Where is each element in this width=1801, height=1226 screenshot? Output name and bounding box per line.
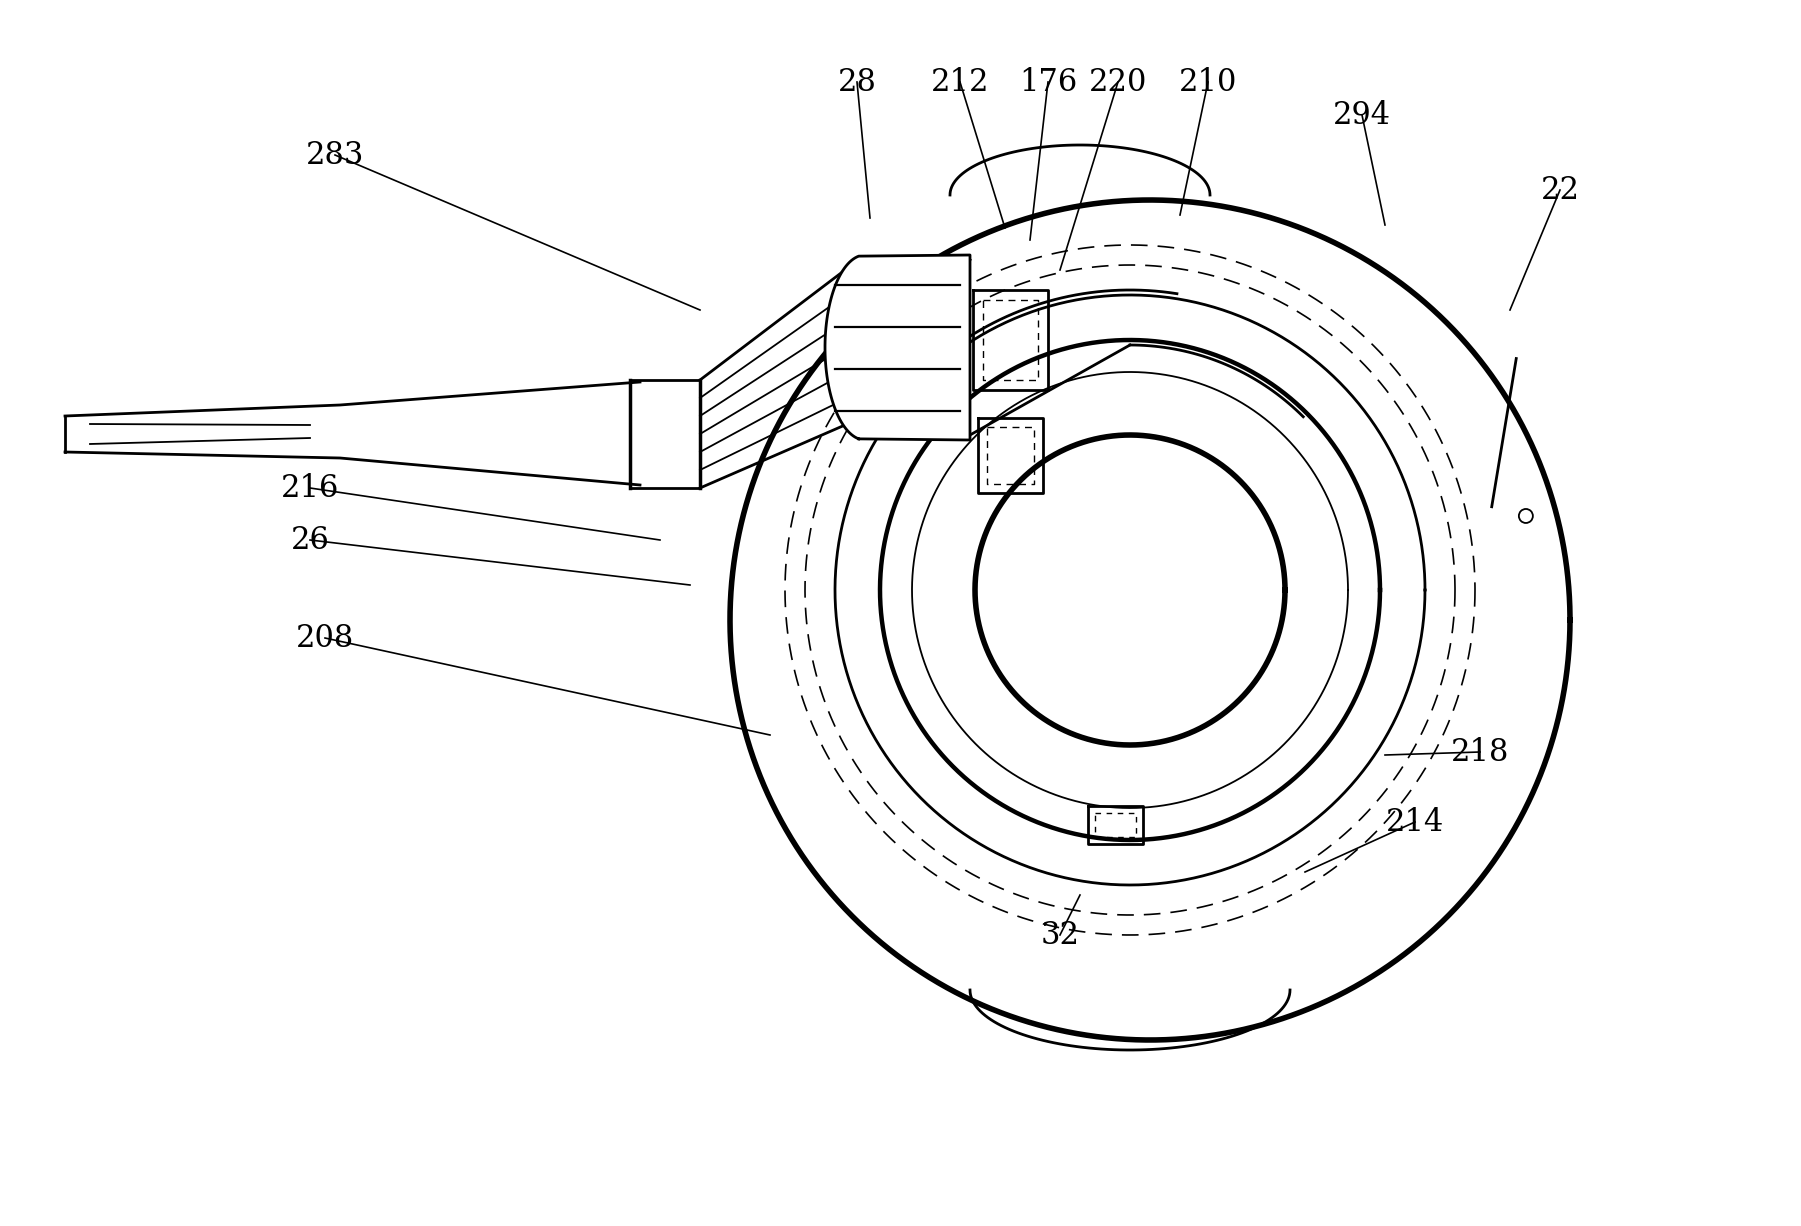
Text: 208: 208 — [295, 623, 355, 653]
Text: 218: 218 — [1452, 737, 1509, 767]
Text: 216: 216 — [281, 472, 339, 504]
Polygon shape — [825, 255, 971, 440]
Text: 22: 22 — [1540, 174, 1579, 206]
Text: 26: 26 — [290, 525, 330, 555]
Text: 294: 294 — [1333, 99, 1390, 130]
Text: 220: 220 — [1090, 66, 1147, 98]
Text: 283: 283 — [306, 140, 364, 170]
Text: 32: 32 — [1041, 920, 1079, 950]
Text: 212: 212 — [931, 66, 989, 98]
Text: 176: 176 — [1019, 66, 1077, 98]
Text: 28: 28 — [837, 66, 877, 98]
Text: 214: 214 — [1387, 807, 1444, 837]
Text: 210: 210 — [1180, 66, 1237, 98]
